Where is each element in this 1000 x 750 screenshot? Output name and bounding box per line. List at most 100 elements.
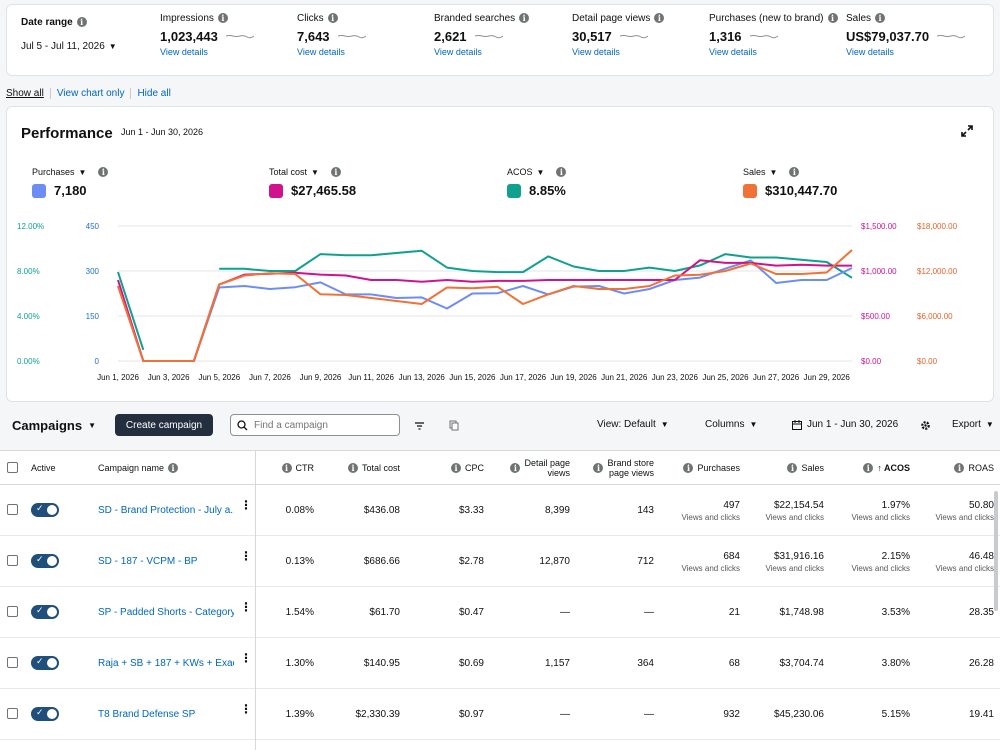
info-icon[interactable]: i	[98, 167, 109, 177]
campaign-name-link[interactable]: SD - 187 - VCPM - BP	[98, 556, 198, 567]
more-options-icon[interactable]: ⋮	[240, 549, 252, 563]
campaign-search[interactable]	[230, 414, 400, 436]
view-details-link[interactable]: View details	[846, 47, 894, 57]
detail-page-views-cell-value: 8,399	[544, 505, 570, 516]
info-icon[interactable]: i	[683, 463, 694, 473]
expand-icon[interactable]	[961, 125, 973, 137]
header-campaign-name[interactable]: Campaign name i	[98, 451, 179, 485]
info-icon[interactable]: i	[347, 463, 358, 473]
filter-icon[interactable]	[414, 421, 425, 431]
info-icon[interactable]: i	[827, 13, 838, 23]
search-input[interactable]	[254, 419, 384, 431]
info-icon[interactable]: i	[510, 463, 521, 473]
header-cpc[interactable]: i CPC	[440, 451, 484, 485]
info-icon[interactable]: i	[217, 13, 228, 23]
hide-all-link[interactable]: Hide all	[137, 88, 171, 99]
view-details-link[interactable]: View details	[709, 47, 757, 57]
info-icon[interactable]: i	[168, 463, 179, 473]
sales-cell-attribution: Views and clicks	[765, 563, 824, 573]
purchases-cell-value: 684	[723, 550, 740, 562]
row-checkbox[interactable]	[7, 657, 18, 668]
view-details-link[interactable]: View details	[160, 47, 208, 57]
active-toggle[interactable]: ✓	[31, 707, 59, 721]
legend-item-2[interactable]: ACOS ▼ i 8.85%	[507, 167, 567, 198]
header-total-cost[interactable]: i Total cost	[330, 451, 400, 485]
metric-label-row: Purchases (new to brand) i	[709, 11, 838, 25]
metric-1: Clicks i 7,643 View details	[297, 11, 366, 57]
campaign-name-link[interactable]: Raja + SB + 187 + KWs + Exac...	[98, 658, 234, 669]
date-range-filter[interactable]: Date range i Jul 5 - Jul 11, 2026 ▼	[21, 15, 117, 53]
date-picker[interactable]: Jun 1 - Jun 30, 2026	[792, 419, 898, 430]
view-dropdown[interactable]: View: Default ▼	[597, 419, 669, 430]
campaign-name-link[interactable]: SP - Padded Shorts - Category	[98, 607, 234, 618]
sparkline-icon	[749, 35, 778, 39]
more-options-icon[interactable]: ⋮	[240, 702, 252, 716]
header-detail-page-views[interactable]: i Detail page views	[498, 451, 570, 485]
show-all-link[interactable]: Show all	[6, 88, 51, 99]
legend-metric-dropdown[interactable]: ACOS ▼ i	[507, 167, 567, 177]
total-cost-cell: $140.95	[320, 638, 400, 689]
x-tick-label: Jun 23, 2026	[652, 373, 699, 382]
info-icon[interactable]: i	[556, 167, 567, 177]
info-icon[interactable]: i	[875, 13, 886, 23]
header-ctr[interactable]: i CTR	[270, 451, 314, 485]
export-dropdown[interactable]: Export ▼	[952, 419, 994, 430]
more-options-icon[interactable]: ⋮	[240, 600, 252, 614]
info-icon[interactable]: i	[327, 13, 338, 23]
info-icon[interactable]: i	[954, 463, 965, 473]
table-row: ✓ SP - Padded Shorts - Category ⋮ 1.54% $61.…	[0, 587, 1000, 638]
header-acos[interactable]: i ↑ ACOS	[850, 451, 910, 485]
campaign-name-link[interactable]: T8 Brand Defense SP	[98, 709, 196, 720]
metric-value-row: 1,316	[709, 27, 838, 45]
legend-item-1[interactable]: Total cost ▼ i $27,465.58	[269, 167, 356, 198]
header-sales[interactable]: i Sales	[770, 451, 824, 485]
active-toggle[interactable]: ✓	[31, 554, 59, 568]
info-icon[interactable]: i	[519, 13, 530, 23]
gear-icon[interactable]	[920, 420, 931, 431]
active-toggle[interactable]: ✓	[31, 605, 59, 619]
campaign-name-link[interactable]: SD - Brand Protection - July a...	[98, 505, 234, 516]
legend-metric-dropdown[interactable]: Purchases ▼ i	[32, 167, 109, 177]
info-icon[interactable]: i	[450, 463, 461, 473]
metric-2: Branded searches i 2,621 View details	[434, 11, 530, 57]
view-details-link[interactable]: View details	[572, 47, 620, 57]
row-checkbox[interactable]	[7, 504, 18, 515]
select-all-checkbox[interactable]	[7, 462, 18, 473]
columns-dropdown[interactable]: Columns ▼	[705, 419, 757, 430]
legend-metric-dropdown[interactable]: Total cost ▼ i	[269, 167, 356, 177]
campaigns-menu[interactable]: Campaigns ▼	[12, 418, 96, 433]
header-brand-store-views[interactable]: i Brand store page views	[582, 451, 654, 485]
active-toggle[interactable]: ✓	[31, 656, 59, 670]
info-icon[interactable]: i	[593, 463, 604, 473]
view-chart-only-link[interactable]: View chart only	[51, 88, 132, 99]
active-toggle[interactable]: ✓	[31, 503, 59, 517]
more-options-icon[interactable]: ⋮	[240, 498, 252, 512]
header-active[interactable]: Active	[31, 463, 56, 473]
date-range-selector[interactable]: Jul 5 - Jul 11, 2026 ▼	[21, 41, 117, 52]
info-icon[interactable]: i	[787, 463, 798, 473]
info-icon[interactable]: i	[654, 13, 665, 23]
view-details-link[interactable]: View details	[297, 47, 345, 57]
more-options-icon[interactable]: ⋮	[240, 651, 252, 665]
info-icon[interactable]: i	[330, 167, 341, 177]
info-icon[interactable]: i	[863, 463, 874, 473]
header-roas[interactable]: i ROAS	[930, 451, 994, 485]
table-scrollbar[interactable]	[994, 491, 998, 611]
create-campaign-button[interactable]: Create campaign	[115, 414, 213, 436]
legend-metric-dropdown[interactable]: Sales ▼ i	[743, 167, 837, 177]
view-details-link[interactable]: View details	[434, 47, 482, 57]
table-row: ✓ T8 Brand Defense SP ⋮ 1.39% $2,330.39 $0.97…	[0, 689, 1000, 740]
brand-store-views-cell-value: 143	[637, 505, 654, 516]
legend-item-3[interactable]: Sales ▼ i $310,447.70	[743, 167, 837, 198]
header-purchases[interactable]: i Purchases	[670, 451, 740, 485]
row-checkbox[interactable]	[7, 606, 18, 617]
info-icon[interactable]: i	[789, 167, 800, 177]
info-icon[interactable]: i	[281, 463, 292, 473]
legend-item-0[interactable]: Purchases ▼ i 7,180	[32, 167, 109, 198]
row-checkbox[interactable]	[7, 555, 18, 566]
total-cost-cell-value: $2,330.39	[355, 709, 401, 720]
row-checkbox[interactable]	[7, 708, 18, 719]
info-icon[interactable]: i	[76, 17, 87, 27]
copy-icon[interactable]	[449, 420, 459, 431]
brand-store-views-cell: 712	[574, 536, 654, 587]
